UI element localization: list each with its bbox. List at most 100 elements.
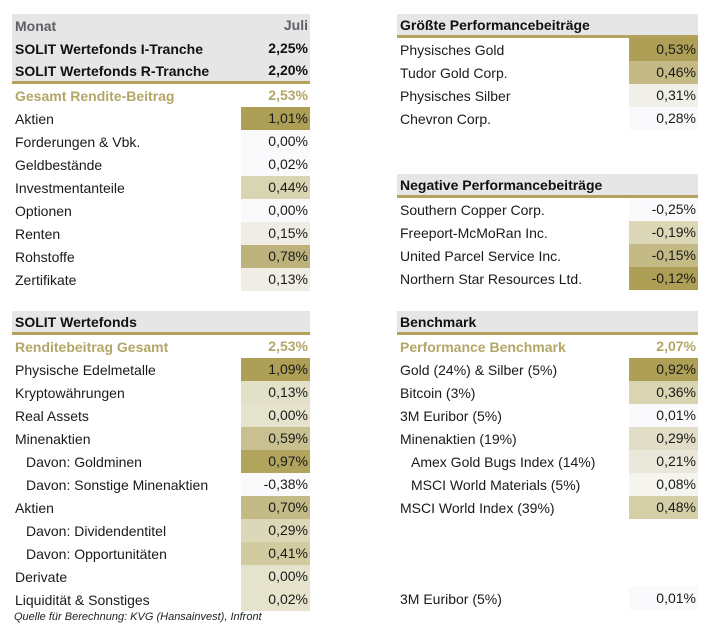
row-value: 0,08% [629, 473, 698, 496]
row-value: 0,13% [241, 381, 310, 404]
row-label: Minenaktien [15, 430, 91, 447]
row-label: Aktien [15, 499, 54, 516]
table-row: Gold (24%) & Silber (5%) 0,92% [397, 358, 698, 381]
row-label: United Parcel Service Inc. [400, 247, 562, 264]
table-title: Negative Performancebeiträge [400, 176, 603, 193]
tranche-value: 2,20% [268, 62, 308, 78]
row-value: 0,59% [241, 427, 310, 450]
row-label: 3M Euribor (5%) [400, 407, 502, 424]
row-label: Amex Gold Bugs Index (14%) [411, 453, 596, 470]
row-value: 0,29% [629, 427, 698, 450]
row-value: 0,31% [629, 84, 698, 107]
row-value: 0,78% [241, 245, 310, 268]
total-row: Gesamt Rendite-Beitrag 2,53% [12, 84, 310, 107]
row-label: Davon: Opportunitäten [26, 545, 167, 562]
row-label: Zertifikate [15, 271, 77, 288]
row-label: Davon: Sonstige Minenaktien [26, 476, 209, 493]
total-value: 2,07% [656, 338, 696, 354]
table-row: Minenaktien 0,59% [12, 427, 310, 450]
row-label: Northern Star Resources Ltd. [400, 270, 583, 287]
table-row: Aktien 0,70% [12, 496, 310, 519]
table-row: Amex Gold Bugs Index (14%) 0,21% [397, 450, 698, 473]
row-label: MSCI World Index (39%) [400, 499, 555, 516]
table-row: Southern Copper Corp. -0,25% [397, 198, 698, 221]
row-label: Liquidität & Sonstiges [15, 591, 150, 608]
table-row: Davon: Opportunitäten 0,41% [12, 542, 310, 565]
row-label: Forderungen & Vbk. [15, 133, 141, 150]
benchmark-table: Benchmark Performance Benchmark 2,07% Go… [397, 311, 698, 519]
row-value: 0,53% [629, 38, 698, 61]
table-row: Kryptowährungen 0,13% [12, 381, 310, 404]
table-title: Benchmark [400, 313, 477, 330]
negative-contributors-table: Negative Performancebeiträge Southern Co… [397, 174, 698, 290]
header-month: Juli [283, 17, 308, 33]
table-row: Derivate 0,00% [12, 565, 310, 588]
row-label: Geldbestände [15, 156, 103, 173]
table-row: Liquidität & Sonstiges 0,02% [12, 588, 310, 611]
row-value: 0,00% [241, 565, 310, 588]
header-row: Monat Juli [12, 14, 310, 37]
table-row: Davon: Dividendentitel 0,29% [12, 519, 310, 542]
total-row: Renditebeitrag Gesamt 2,53% [12, 335, 310, 358]
row-value: 0,97% [241, 450, 310, 473]
table-row: Forderungen & Vbk. 0,00% [12, 130, 310, 153]
row-label: Tudor Gold Corp. [400, 64, 508, 81]
header-row: SOLIT Wertefonds [12, 311, 310, 335]
total-label: Renditebeitrag Gesamt [15, 338, 169, 355]
table-row: Real Assets 0,00% [12, 404, 310, 427]
table-title: Größte Performancebeiträge [400, 16, 590, 33]
row-label: Rohstoffe [15, 248, 75, 265]
row-label: Optionen [15, 202, 72, 219]
tranche-label: SOLIT Wertefonds R-Tranche [15, 62, 210, 79]
row-label: Chevron Corp. [400, 110, 492, 127]
row-value: 0,41% [241, 542, 310, 565]
table-row: 3M Euribor (5%) 0,01% [397, 587, 698, 610]
row-label: Southern Copper Corp. [400, 201, 545, 218]
tranche-row: SOLIT Wertefonds R-Tranche 2,20% [12, 60, 310, 84]
row-value: 0,36% [629, 381, 698, 404]
row-value: 0,70% [241, 496, 310, 519]
row-value: 0,92% [629, 358, 698, 381]
row-value: 0,13% [241, 268, 310, 291]
row-label: Renten [15, 225, 61, 242]
total-label: Gesamt Rendite-Beitrag [15, 87, 175, 104]
row-label: Davon: Dividendentitel [26, 522, 167, 539]
row-label: Minenaktien (19%) [400, 430, 517, 447]
row-value: -0,25% [629, 198, 698, 221]
table-row: Minenaktien (19%) 0,29% [397, 427, 698, 450]
table-row: Aktien 1,01% [12, 107, 310, 130]
row-value: -0,15% [629, 244, 698, 267]
row-label: Physisches Silber [400, 87, 511, 104]
tranche-value: 2,25% [268, 40, 308, 56]
row-value: 0,15% [241, 222, 310, 245]
header-label: Monat [15, 17, 57, 34]
table-row: Bitcoin (3%) 0,36% [397, 381, 698, 404]
table-row: Davon: Sonstige Minenaktien -0,38% [12, 473, 310, 496]
table-row: Renten 0,15% [12, 222, 310, 245]
row-value: 1,01% [241, 107, 310, 130]
row-value: 0,46% [629, 61, 698, 84]
total-value: 2,53% [268, 338, 308, 354]
table-row: Tudor Gold Corp. 0,46% [397, 61, 698, 84]
header-row: Benchmark [397, 311, 698, 335]
row-value: 0,01% [629, 404, 698, 427]
row-label: Freeport-McMoRan Inc. [400, 224, 548, 241]
row-value: -0,38% [241, 473, 310, 496]
row-value: -0,19% [629, 221, 698, 244]
row-value: -0,12% [629, 267, 698, 290]
row-label: Bitcoin (3%) [400, 384, 476, 401]
table-row: MSCI World Index (39%) 0,48% [397, 496, 698, 519]
fund-breakdown-table: SOLIT Wertefonds Renditebeitrag Gesamt 2… [12, 311, 310, 611]
row-value: 0,00% [241, 199, 310, 222]
row-label: Davon: Goldminen [26, 453, 142, 470]
row-value: 0,28% [629, 107, 698, 130]
row-value: 0,29% [241, 519, 310, 542]
table-row: Northern Star Resources Ltd. -0,12% [397, 267, 698, 290]
row-label: MSCI World Materials (5%) [411, 476, 581, 493]
source-footnote: Quelle für Berechnung: KVG (Hansainvest)… [14, 611, 262, 623]
row-label: Physisches Gold [400, 41, 505, 58]
table-row: Investmentanteile 0,44% [12, 176, 310, 199]
row-value: 0,00% [241, 130, 310, 153]
table-row: Optionen 0,00% [12, 199, 310, 222]
row-label: Kryptowährungen [15, 384, 125, 401]
